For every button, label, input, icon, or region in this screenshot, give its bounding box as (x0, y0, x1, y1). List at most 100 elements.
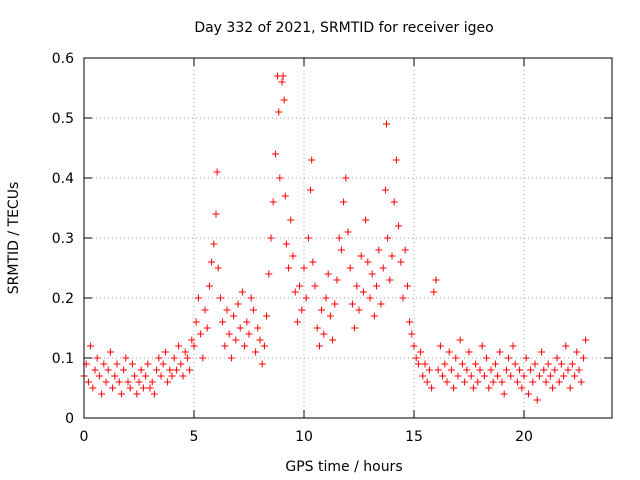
data-point (577, 378, 585, 386)
data-point (527, 366, 535, 374)
data-point (342, 174, 350, 182)
data-point (241, 342, 249, 350)
data-point (104, 366, 112, 374)
data-point (168, 372, 176, 380)
data-point (260, 342, 268, 350)
data-point (142, 372, 150, 380)
data-point (139, 384, 147, 392)
data-point (529, 378, 537, 386)
data-point (179, 372, 187, 380)
data-point (505, 354, 513, 362)
data-point (386, 276, 394, 284)
data-point (192, 318, 200, 326)
data-point (296, 282, 304, 290)
data-point (366, 294, 374, 302)
data-point (307, 186, 315, 194)
data-point (432, 276, 440, 284)
data-point (463, 366, 471, 374)
data-point (368, 270, 376, 278)
data-point (377, 300, 385, 308)
data-point (300, 264, 308, 272)
data-point (102, 378, 110, 386)
data-point (285, 264, 293, 272)
data-point (216, 294, 224, 302)
data-point (115, 378, 123, 386)
data-point (245, 330, 253, 338)
data-point (236, 324, 244, 332)
data-point (159, 360, 167, 368)
data-point (289, 252, 297, 260)
data-point (579, 354, 587, 362)
data-points (80, 72, 590, 404)
data-point (164, 378, 172, 386)
data-point (379, 264, 387, 272)
data-point (533, 396, 541, 404)
data-point (421, 360, 429, 368)
data-point (188, 336, 196, 344)
data-point (324, 270, 332, 278)
data-point (89, 384, 97, 392)
data-point (275, 108, 283, 116)
data-point (333, 276, 341, 284)
data-point (538, 348, 546, 356)
data-point (148, 378, 156, 386)
x-tick-label: 5 (190, 429, 199, 445)
data-point (135, 378, 143, 386)
data-point (520, 372, 528, 380)
x-axis: 0 5 10 15 20 (80, 58, 533, 445)
data-point (124, 378, 132, 386)
data-point (571, 372, 579, 380)
data-point (95, 372, 103, 380)
data-point (320, 330, 328, 338)
data-point (157, 372, 165, 380)
data-point (419, 372, 427, 380)
data-point (98, 390, 106, 398)
x-tick-label: 15 (405, 429, 423, 445)
data-point (518, 384, 526, 392)
data-point (291, 288, 299, 296)
data-point (311, 282, 319, 290)
data-point (439, 372, 447, 380)
data-point (91, 366, 99, 374)
data-point (340, 198, 348, 206)
data-point (258, 360, 266, 368)
data-point (445, 348, 453, 356)
data-point (131, 372, 139, 380)
data-point (562, 342, 570, 350)
data-point (480, 372, 488, 380)
data-point (362, 216, 370, 224)
data-point (234, 300, 242, 308)
data-point (502, 366, 510, 374)
data-point (243, 318, 251, 326)
data-point (161, 348, 169, 356)
data-point (511, 360, 519, 368)
data-point (269, 198, 277, 206)
data-point (150, 390, 158, 398)
data-point (194, 294, 202, 302)
data-point (535, 372, 543, 380)
data-point (111, 372, 119, 380)
data-point (210, 240, 218, 248)
data-point (542, 378, 550, 386)
data-point (443, 378, 451, 386)
data-point (388, 252, 396, 260)
data-point (100, 360, 108, 368)
data-point (87, 342, 95, 350)
data-point (582, 336, 590, 344)
data-point (485, 384, 493, 392)
data-point (335, 234, 343, 242)
data-point (351, 324, 359, 332)
data-point (498, 378, 506, 386)
data-point (126, 384, 134, 392)
data-point (232, 336, 240, 344)
data-point (293, 318, 301, 326)
data-point (153, 366, 161, 374)
data-point (406, 318, 414, 326)
data-point (494, 372, 502, 380)
data-point (219, 318, 227, 326)
data-point (287, 216, 295, 224)
data-point (254, 324, 262, 332)
data-point (267, 234, 275, 242)
data-point (109, 384, 117, 392)
data-point (560, 372, 568, 380)
